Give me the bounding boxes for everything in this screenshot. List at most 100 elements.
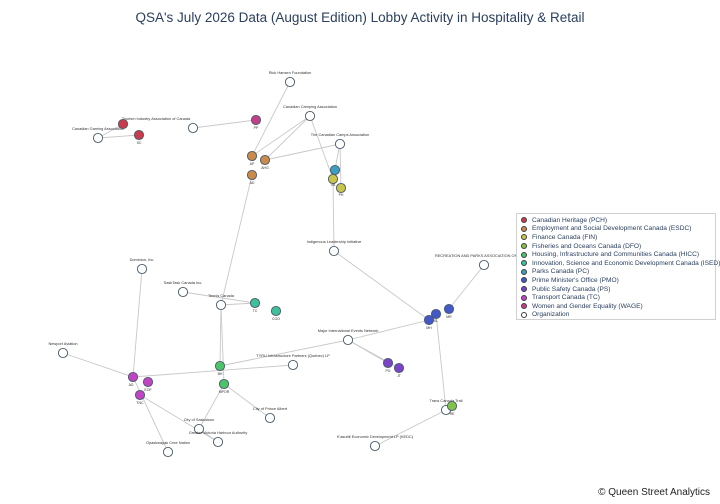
node-kedc[interactable] (369, 440, 381, 452)
legend-marker-icon (521, 294, 527, 301)
node-tc2[interactable] (142, 376, 154, 388)
node-cpa[interactable] (264, 412, 276, 424)
node-label-ocn: Opaskwayak Cree Nation (146, 440, 190, 445)
node-label-kedc: K'asuttit Economic Development LP (KEDC) (337, 434, 414, 439)
edge-esdc3-tc (220, 174, 253, 306)
node-label-pmo3: MR (446, 315, 452, 319)
node-tia[interactable] (187, 122, 199, 134)
edge-fin1-ila (332, 178, 335, 252)
node-rh[interactable] (284, 76, 296, 88)
legend-item: Fisheries and Oceans Canada (DFO) (521, 242, 711, 251)
legend-label: Parks Canada (PC) (532, 268, 590, 276)
node-label-mien: Major International Events Network (318, 328, 379, 333)
node-label-tca: The Canadian Camps Association (311, 132, 370, 137)
edge-hicc2-cs (198, 383, 225, 430)
edge-cca-esdc1 (251, 115, 311, 157)
edge-mien-pmo1 (347, 319, 430, 341)
node-label-esdc2: AHG (261, 166, 269, 170)
edge-rpac-pmo3 (448, 264, 485, 310)
edge-nav-tc1 (62, 352, 134, 378)
node-label-tc2: EOF (144, 388, 151, 392)
node-ps2[interactable] (393, 362, 405, 374)
edge-tc1-tyru (132, 364, 294, 378)
node-label-cga: Canadian Gaming Association (72, 126, 124, 131)
node-label-ised1: TC (253, 309, 258, 313)
node-esdc3[interactable] (246, 169, 258, 181)
legend-label: Canadian Heritage (PCH) (532, 216, 608, 224)
edge-mien-hicc1 (219, 339, 349, 367)
node-pmo1[interactable] (423, 314, 435, 326)
node-cca[interactable] (304, 110, 316, 122)
node-label-pmo2: SL (434, 319, 438, 323)
legend-item: Parks Canada (PC) (521, 268, 711, 277)
legend-item: Innovation, Science and Economic Develop… (521, 259, 720, 268)
node-label-tc1: AD (129, 383, 134, 387)
legend-marker-icon (521, 277, 527, 284)
node-fin1[interactable] (327, 173, 339, 185)
node-ised2[interactable] (270, 305, 282, 317)
node-esdc2[interactable] (259, 154, 271, 166)
node-label-ps1: PG (385, 369, 390, 373)
legend-item: Women and Gender Equality (WAGE) (521, 302, 711, 311)
legend-item: Transport Canada (TC) (521, 293, 711, 302)
node-tca[interactable] (334, 138, 346, 150)
node-ised1[interactable] (249, 297, 261, 309)
node-ila[interactable] (328, 245, 340, 257)
node-label-tct: Trans Canada Trail (430, 398, 463, 403)
legend-item: Organization (521, 311, 711, 320)
node-label-pp: PP (254, 126, 259, 130)
legend-label: Women and Gender Equality (WAGE) (532, 302, 643, 310)
node-pmo3[interactable] (443, 303, 455, 315)
node-label-tc: Tennis Canada (208, 293, 235, 298)
node-tyru[interactable] (287, 359, 299, 371)
node-tc3[interactable] (134, 389, 146, 401)
node-pp[interactable] (250, 114, 262, 126)
edge-tca-fin2 (339, 143, 342, 189)
node-tc1[interactable] (127, 371, 139, 383)
node-label-fin2: PH (339, 193, 344, 197)
edge-layer (62, 81, 485, 453)
node-ocn[interactable] (162, 446, 174, 458)
node-fin2[interactable] (335, 182, 347, 194)
node-rpac[interactable] (478, 259, 490, 271)
node-pch2[interactable] (133, 129, 145, 141)
node-hicc1[interactable] (214, 360, 226, 372)
node-esdc1[interactable] (246, 150, 258, 162)
legend-marker-icon (521, 286, 527, 293)
legend-marker-icon (521, 260, 527, 267)
legend-marker-icon (521, 303, 527, 310)
edge-hicc2-cpa (223, 383, 271, 419)
node-label-cs: City of Saskatoon (184, 417, 215, 422)
legend-marker-icon (521, 243, 527, 250)
edge-tct-kedc (374, 409, 447, 447)
node-gvha[interactable] (212, 436, 224, 448)
node-label-tc3: TNC (136, 401, 144, 405)
legend-label: Prime Minister's Office (PMO) (532, 276, 619, 284)
node-cga[interactable] (92, 132, 104, 144)
node-label-fin1: VB (331, 183, 336, 187)
credit-text: © Queen Street Analytics (598, 487, 710, 498)
legend-label: Finance Canada (FIN) (532, 233, 598, 241)
node-label-ps2: JT (397, 374, 402, 378)
node-layer: Rick Hansen Foundation Canadian Camping A… (48, 70, 518, 458)
node-tc[interactable] (215, 299, 227, 311)
node-nav[interactable] (57, 347, 69, 359)
node-hicc2[interactable] (218, 378, 230, 390)
node-sask[interactable] (177, 286, 189, 298)
node-ps1[interactable] (382, 357, 394, 369)
node-dom[interactable] (136, 263, 148, 275)
legend-label: Employment and Social Development Canada… (532, 225, 692, 233)
legend-marker-icon (521, 268, 527, 275)
node-label-ised2: CGO (272, 317, 280, 321)
node-pmo2[interactable] (430, 308, 442, 320)
node-cs[interactable] (193, 423, 205, 435)
edge-tc3-gvha (139, 394, 219, 443)
node-dfo1[interactable] (446, 400, 458, 412)
node-pc1[interactable] (329, 164, 341, 176)
legend-label: Organization (532, 311, 570, 319)
legend-item: Finance Canada (FIN) (521, 233, 711, 242)
node-label-ila: Indigenous Leadership Initiative (307, 239, 362, 244)
node-pch1[interactable] (117, 118, 129, 130)
node-mien[interactable] (342, 334, 354, 346)
